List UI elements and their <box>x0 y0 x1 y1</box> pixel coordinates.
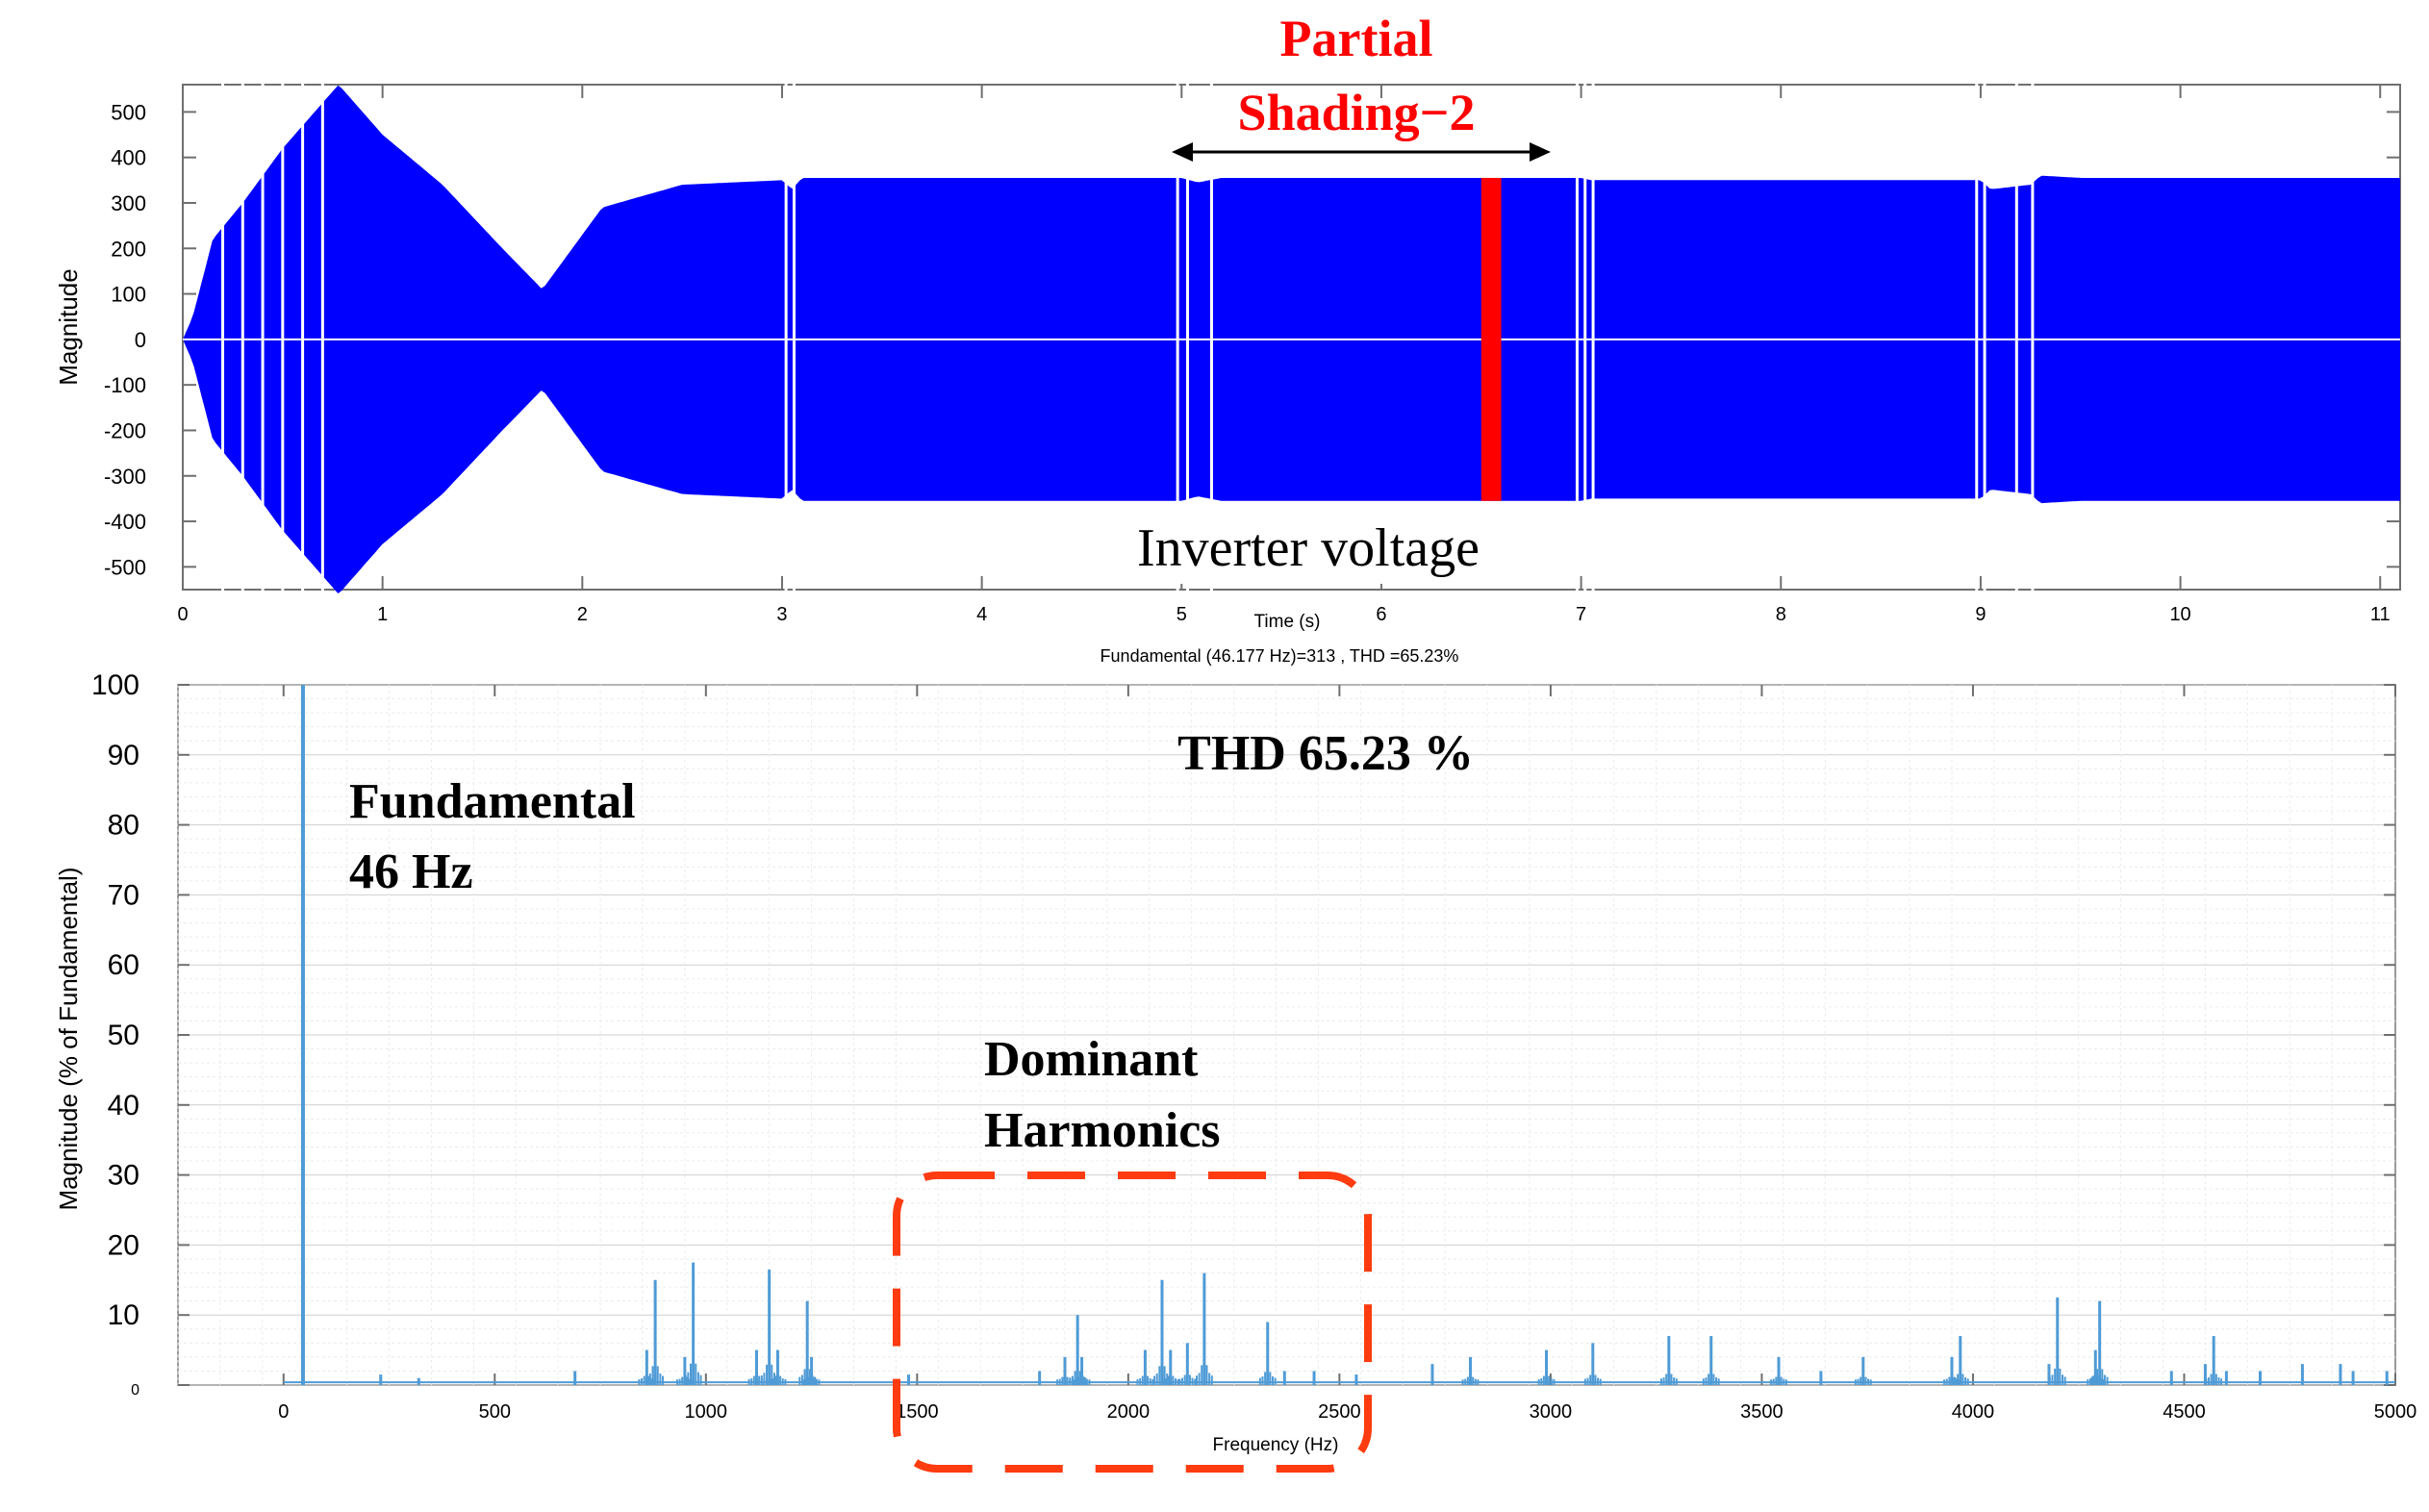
top-y-axis-label: Magnitude <box>54 268 83 385</box>
harmonic-spectrum <box>283 685 2395 1385</box>
top-x-tick-label: 3 <box>776 604 787 625</box>
bottom-y-tick-label: 20 <box>108 1229 139 1261</box>
top-y-tick-label: 0 <box>135 328 146 352</box>
top-y-tick-label: 100 <box>111 283 146 307</box>
top-x-tick-label: 6 <box>1376 604 1386 625</box>
top-x-ticks: 0 1 2 3 4 5 6 7 8 9 10 11 <box>177 604 2390 625</box>
top-y-tick-label: 200 <box>111 237 146 261</box>
bottom-y-tick-label: 70 <box>108 879 139 911</box>
top-y-tick-label: -400 <box>104 510 146 534</box>
top-x-axis-label: Time (s) <box>1254 612 1321 632</box>
bottom-x-tick-label: 500 <box>479 1401 511 1423</box>
top-x-tick-label: 0 <box>177 604 188 625</box>
top-y-tick-label: -100 <box>104 373 146 397</box>
voltage-series <box>183 66 2400 613</box>
top-x-tick-label: 2 <box>577 604 588 625</box>
inverter-label-bg <box>1121 515 1496 584</box>
bottom-y-tick-label: 0 <box>131 1382 139 1399</box>
top-y-tick-label: -200 <box>104 418 146 442</box>
partial-label-line1: Partial <box>1280 10 1433 67</box>
bottom-y-tick-label: 40 <box>108 1090 139 1121</box>
partial-shading-segment <box>1480 177 1502 501</box>
bottom-y-axis-label: Magnitude (% of Fundamental) <box>54 868 83 1211</box>
bottom-x-tick-label: 4000 <box>1952 1401 1995 1423</box>
bottom-y-tick-label: 60 <box>108 949 139 981</box>
bottom-y-tick-label: 100 <box>91 669 139 701</box>
thd-label: THD 65.23 % <box>1177 726 1474 781</box>
partial-shading-arrow <box>1172 142 1551 162</box>
bottom-x-tick-label: 2000 <box>1107 1401 1151 1423</box>
bottom-y-tick-label: 90 <box>108 740 139 771</box>
bottom-x-tick-label: 1000 <box>685 1401 728 1423</box>
dominant-label-line1: Dominant <box>984 1032 1199 1087</box>
fundamental-label-line2: 46 Hz <box>349 844 473 899</box>
top-y-tick-label: -500 <box>104 555 146 579</box>
top-x-tick-label: 4 <box>976 604 987 625</box>
bottom-y-tick-label: 80 <box>108 810 139 842</box>
bottom-x-tick-label: 3500 <box>1740 1401 1784 1423</box>
partial-label-line2: Shading−2 <box>1238 84 1476 141</box>
dominant-harmonics-box <box>893 1172 1372 1473</box>
bottom-x-tick-label: 5000 <box>2374 1401 2417 1423</box>
top-x-tick-label: 8 <box>1776 604 1786 625</box>
bottom-x-tick-label: 2500 <box>1318 1401 1361 1423</box>
top-y-tick-label: -300 <box>104 465 146 489</box>
bottom-x-tick-label: 4500 <box>2163 1401 2206 1423</box>
bottom-y-tick-label: 10 <box>108 1299 139 1331</box>
bottom-grid <box>177 684 2396 1386</box>
bottom-x-tick-label: 1500 <box>896 1401 939 1423</box>
top-x-tick-label: 9 <box>1975 604 1986 625</box>
top-y-tick-label: 500 <box>111 100 146 124</box>
bottom-y-tick-label: 30 <box>108 1160 139 1192</box>
top-y-tick-label: 400 <box>111 146 146 170</box>
top-x-tick-label: 10 <box>2169 604 2190 625</box>
top-x-tick-label: 5 <box>1177 604 1187 625</box>
bottom-x-tick-label: 0 <box>278 1401 289 1423</box>
inverter-voltage-plot: 500 400 300 200 100 0 -100 -200 -300 -400 -500 0 1 2… <box>54 10 2401 632</box>
fft-title: Fundamental (46.177 Hz)=313 , THD =65.23… <box>1101 646 1459 666</box>
top-y-ticks: 500 400 300 200 100 0 -100 -200 -300 -400 -500 <box>104 100 146 579</box>
top-x-tick-label: 1 <box>377 604 388 625</box>
top-x-tick-label: 11 <box>2370 604 2391 625</box>
fft-spectrum-plot: Fundamental (46.177 Hz)=313 , THD =65.23… <box>54 646 2416 1473</box>
bottom-x-tick-label: 3000 <box>1530 1401 1573 1423</box>
top-x-tick-label: 7 <box>1576 604 1586 625</box>
inverter-voltage-label: Inverter voltage <box>1137 518 1480 578</box>
bottom-x-ticks: 0 500 1000 1500 2000 2500 3000 3500 4000 4500 5000 <box>278 1401 2416 1423</box>
dominant-label-line2: Harmonics <box>984 1103 1221 1158</box>
fundamental-label-line1: Fundamental <box>349 774 636 829</box>
top-y-tick-label: 300 <box>111 191 146 215</box>
bottom-x-axis-label: Frequency (Hz) <box>1213 1435 1339 1455</box>
bottom-y-tick-label: 50 <box>108 1020 139 1051</box>
